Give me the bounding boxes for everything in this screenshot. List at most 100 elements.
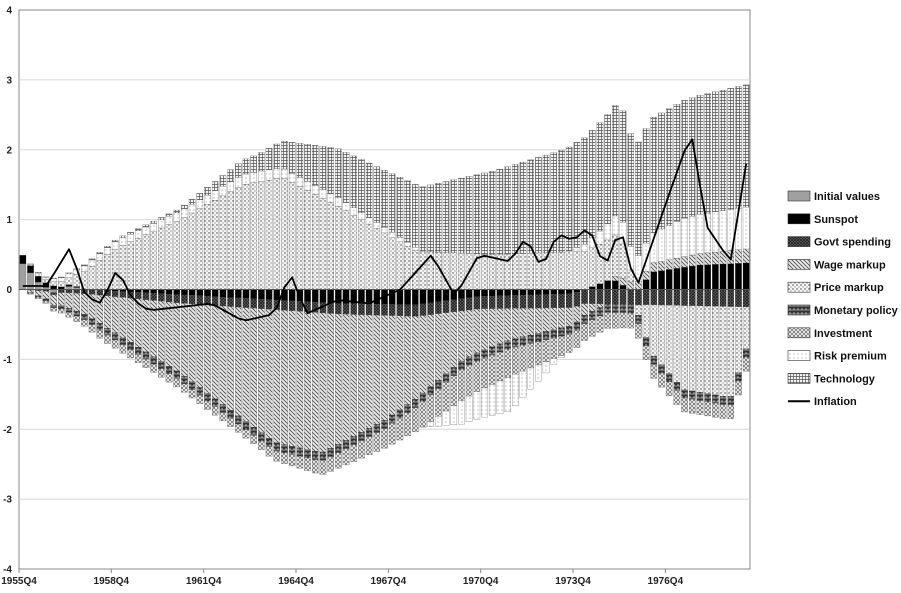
bar-wage: [458, 310, 465, 362]
bar-price: [204, 204, 211, 290]
bar-govt: [288, 300, 296, 311]
bar-risk: [581, 244, 588, 252]
bar-technology: [265, 148, 273, 170]
bar-risk: [150, 223, 157, 232]
bar-wage: [27, 289, 34, 293]
bar-wage: [196, 304, 204, 388]
bar-wage: [158, 301, 165, 362]
bar-wage: [373, 315, 381, 425]
bar-investment: [681, 397, 688, 413]
y-tick-label: 2: [6, 145, 12, 156]
bar-wage: [81, 293, 88, 315]
bar-risk: [27, 263, 34, 265]
bar-govt: [481, 296, 488, 309]
bar-monetary: [612, 304, 619, 313]
bar-sunspot: [73, 286, 80, 288]
bar-wage: [665, 259, 673, 270]
bar-investment: [465, 364, 473, 397]
bar-price: [712, 306, 719, 396]
bar-risk: [188, 204, 196, 214]
bar-govt: [73, 289, 80, 294]
bar-investment: [173, 378, 181, 388]
bar-sunspot: [612, 280, 619, 290]
bar-wage: [396, 315, 404, 410]
bar-price: [550, 252, 558, 290]
bar-govt: [496, 295, 504, 309]
bar-investment: [512, 346, 519, 375]
bar-price: [235, 187, 242, 290]
bar-technology: [342, 152, 350, 203]
bar-sunspot: [504, 289, 511, 296]
bar-monetary: [373, 424, 381, 433]
bar-sunspot: [519, 289, 527, 296]
x-axis-ticks: 1955Q4 1958Q4 1961Q4 1964Q4 1967Q4 1970Q4 1973…: [1, 569, 684, 587]
bar-technology: [519, 161, 527, 254]
bar-investment: [342, 448, 350, 466]
bar-risk: [458, 400, 465, 425]
bar-govt: [735, 289, 742, 307]
bar-technology: [527, 159, 534, 254]
bar-price: [134, 238, 142, 290]
bar-govt: [704, 289, 711, 307]
bar-price: [519, 253, 527, 290]
bar-govt: [142, 292, 150, 300]
bar-technology: [596, 122, 604, 232]
bar-investment: [281, 452, 288, 464]
bar-monetary: [58, 305, 65, 310]
bar-govt: [673, 289, 681, 306]
bar-govt: [365, 303, 373, 316]
bar-risk: [712, 211, 719, 253]
bar-price: [65, 277, 73, 285]
bar-wage: [104, 295, 111, 329]
bar-monetary: [535, 333, 542, 342]
bar-sunspot: [242, 289, 250, 299]
bar-monetary: [127, 342, 134, 350]
bar-investment: [219, 412, 227, 422]
bar-wage: [681, 256, 688, 268]
bar-risk: [165, 216, 173, 225]
bar-govt: [681, 289, 688, 306]
bar-monetary: [681, 389, 688, 399]
bar-sunspot: [642, 279, 650, 290]
bar-govt: [335, 303, 342, 315]
y-axis-ticks: -4 -3 -2 -1 0 1 2 3 4: [3, 6, 12, 576]
bar-technology: [742, 84, 750, 208]
bar-monetary: [342, 440, 350, 449]
bar-govt: [96, 290, 104, 296]
bar-risk: [58, 277, 65, 282]
bar-price: [681, 305, 688, 390]
bar-risk: [573, 247, 581, 252]
bar-technology: [588, 130, 596, 238]
bar-govt: [612, 289, 619, 305]
bar-monetary: [311, 451, 319, 460]
bar-technology: [627, 133, 635, 247]
bar-risk: [450, 405, 458, 425]
bar-govt: [404, 304, 411, 317]
bar-monetary: [81, 314, 88, 320]
bar-technology: [450, 179, 458, 253]
bar-wage: [658, 261, 665, 271]
bar-wage: [350, 314, 358, 437]
bar-price: [635, 304, 642, 316]
bar-sunspot: [396, 289, 404, 305]
legend-label-technology: Technology: [814, 373, 876, 385]
bar-govt: [242, 298, 250, 308]
bar-govt: [689, 289, 696, 306]
bar-monetary: [150, 356, 157, 365]
bar-monetary: [381, 420, 388, 429]
bar-risk: [204, 195, 211, 205]
bar-monetary: [658, 364, 665, 374]
bar-sunspot: [165, 289, 173, 295]
bar-wage: [335, 313, 342, 445]
bar-price: [296, 186, 304, 290]
bar-wage: [304, 311, 311, 450]
bar-sunspot: [419, 289, 427, 305]
bar-price: [388, 237, 396, 290]
bar-price: [396, 241, 404, 290]
bar-sunspot: [442, 289, 450, 301]
bar-govt: [250, 298, 257, 309]
bar-investment: [65, 312, 73, 318]
bar-monetary: [665, 373, 673, 383]
bar-wage: [427, 314, 434, 387]
